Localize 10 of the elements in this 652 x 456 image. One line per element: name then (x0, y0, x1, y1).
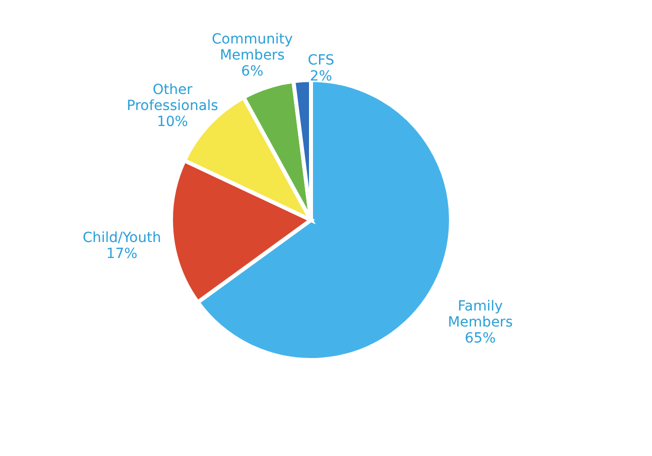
slice-label: Child/Youth (82, 230, 162, 246)
slice-label: CFS (308, 52, 334, 68)
slice-label: Community Members (212, 31, 293, 64)
data-label: 17% (106, 246, 138, 262)
data-label: 6% (241, 63, 264, 80)
data-label: 2% (310, 68, 332, 84)
slice-label: Family Members (448, 298, 513, 330)
slice-label: Other Professionals (126, 82, 218, 114)
data-label: 10% (156, 114, 188, 130)
data-label: 65% (464, 330, 496, 346)
